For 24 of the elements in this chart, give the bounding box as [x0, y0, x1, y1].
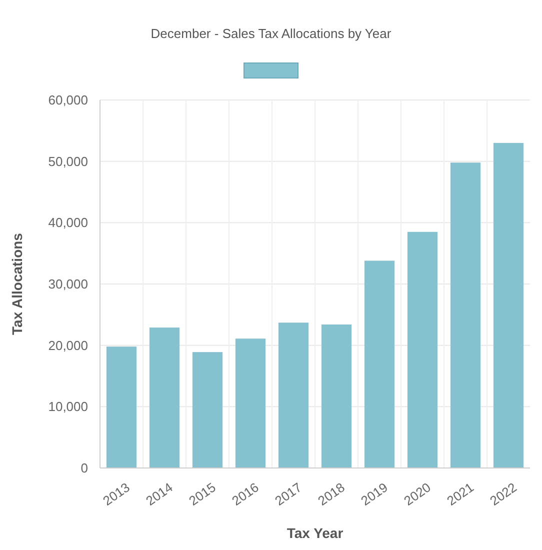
chart-title: December - Sales Tax Allocations by Year	[150, 26, 392, 41]
bar	[407, 232, 438, 468]
x-axis-title: Tax Year	[286, 525, 344, 541]
y-tick-label: 40,000	[48, 215, 88, 230]
y-tick-label: 0	[80, 460, 88, 476]
bar	[278, 322, 309, 468]
x-tick-label: 2019	[358, 480, 390, 508]
bar	[321, 324, 352, 468]
y-tick-label: 30,000	[48, 276, 88, 292]
x-tick-label: 2021	[444, 480, 476, 508]
y-axis-title: Tax Allocations	[9, 232, 25, 335]
x-tick-label: 2013	[100, 480, 132, 508]
bar	[235, 338, 266, 468]
bar	[364, 260, 395, 468]
bar	[450, 162, 481, 468]
y-tick-label: 60,000	[48, 92, 88, 108]
bar	[149, 328, 180, 468]
y-tick-label: 10,000	[48, 399, 88, 414]
y-tick-label: 20,000	[48, 338, 88, 353]
y-tick-label: 50,000	[48, 154, 88, 169]
x-tick-label: 2020	[401, 480, 434, 508]
bar	[493, 142, 524, 468]
bar	[106, 346, 137, 468]
bar	[192, 352, 223, 468]
